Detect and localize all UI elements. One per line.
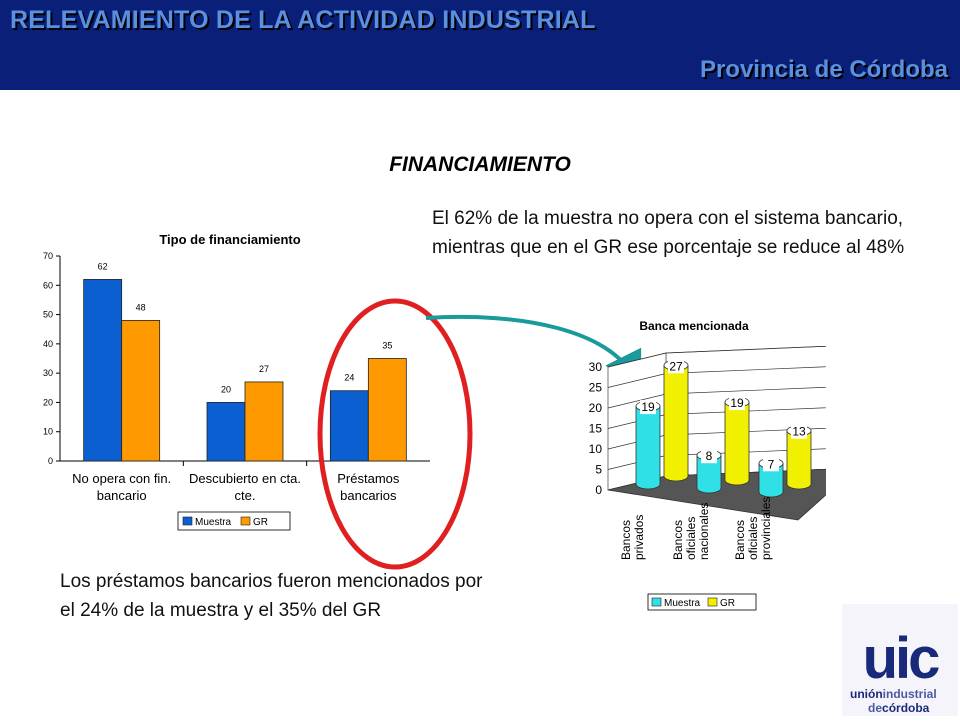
chart2-legend: Muestra GR (647, 593, 757, 611)
chart2-legend-box (647, 593, 757, 611)
logo-line1: uniónindustrial (850, 687, 937, 701)
chart1-bar-gr (121, 320, 161, 462)
logo-line2: decórdoba (868, 701, 930, 715)
chart2-label-bg (701, 449, 717, 464)
chart2-cylinder-gr: 19 (724, 396, 750, 486)
chart2-legend-label: GR (720, 598, 735, 609)
chart2-title: Banca mencionada (639, 319, 749, 333)
header-bar: RELEVAMIENTO DE LA ACTIVIDAD INDUSTRIAL … (0, 0, 960, 90)
chart1-data-label: 48 (136, 302, 146, 312)
page-subtitle: Provincia de Córdoba (699, 56, 948, 83)
chart2-y-tick-label: 0 (595, 483, 602, 497)
chart2-y-tick-label: 30 (589, 360, 603, 374)
chart1-legend-swatch (182, 516, 193, 526)
text-bottom: Los préstamos bancarios fueron mencionad… (60, 571, 483, 621)
chart2-label-bg (729, 396, 745, 411)
chart1-category-label: Descubierto en cta. cte. (189, 471, 301, 503)
chart2-label-bg (640, 400, 656, 415)
chart2-cylinder-body (635, 405, 661, 490)
text-top: El 62% de la muestra no opera con el sis… (432, 208, 905, 258)
chart2-data-label: 8 (706, 449, 713, 463)
chart2-legend-swatch (651, 597, 662, 607)
uic-logo: uic uniónindustrial decórdoba (840, 600, 960, 720)
chart2-category-label: Bancosoficialesnacionales (671, 503, 711, 560)
chart2-y-tick-label: 20 (589, 401, 603, 415)
uic-logo-mark: uic uniónindustrial decórdoba (840, 600, 960, 720)
chart1-y-tick-label: 0 (48, 456, 53, 466)
chart1-data-label: 62 (98, 261, 108, 271)
chart2-data-label: 19 (641, 400, 655, 414)
chart2-cylinder-body (786, 430, 812, 490)
chart2-data-label: 19 (730, 396, 744, 410)
chart2-cylinder-body (724, 401, 750, 486)
chart1-y-tick-label: 20 (43, 397, 53, 407)
chart1-y-tick-label: 60 (43, 280, 53, 290)
chart2-y-tick-label: 15 (589, 422, 603, 436)
chart2-cylinder-muestra: 8 (696, 449, 722, 494)
chart2-cylinder-gr: 13 (786, 424, 812, 490)
chart1-y-tick-label: 30 (43, 368, 53, 378)
chart1-data-label: 20 (221, 384, 231, 394)
chart2-data-label: 7 (768, 457, 775, 471)
chart1-y-tick-label: 10 (43, 427, 53, 437)
chart1-bar-muestra (83, 279, 123, 462)
chart2-cylinder-gr: 27 (663, 359, 689, 482)
chart2-y-tick-label: 25 (589, 381, 603, 395)
chart2-category-label: Bancosoficialesprovinciales (733, 497, 773, 560)
chart1-title: Tipo de financiamiento (159, 232, 300, 247)
chart1-legend-swatch (240, 516, 251, 526)
chart1-data-label: 24 (344, 373, 354, 383)
chart2-legend-label: Muestra (664, 598, 701, 609)
chart2-y-tick-label: 5 (595, 463, 602, 477)
chart-banca-mencionada: Banca mencionada 0 5 10 15 20 25 30 19 27 8 19 7 13 Ba… (589, 319, 826, 611)
chart1-legend-box (177, 511, 291, 531)
chart2-y-tick-label: 10 (589, 442, 603, 456)
chart1-bar-gr (244, 381, 284, 462)
chart1-data-label: 35 (382, 341, 392, 351)
chart2-cylinder-body (758, 462, 784, 498)
chart2-cylinder-muestra: 19 (635, 400, 661, 490)
chart2-data-label: 13 (792, 425, 806, 439)
section-title: FINANCIAMIENTO (389, 153, 571, 176)
chart1-legend-label: Muestra (195, 517, 232, 528)
page-title: RELEVAMIENTO DE LA ACTIVIDAD INDUSTRIAL (10, 6, 596, 34)
chart2-category-label: Bancosprivados (619, 515, 646, 560)
chart2-cylinder-body (663, 364, 689, 482)
chart1-legend: Muestra GR (177, 511, 291, 531)
chart1-y-tick-label: 40 (43, 339, 53, 349)
chart2-cylinder-body (696, 454, 722, 494)
chart2-label-bg (763, 457, 779, 472)
chart2-data-label: 27 (669, 359, 683, 373)
chart1-legend-label: GR (253, 517, 268, 528)
chart2-label-bg (668, 359, 684, 374)
chart2-gridline (607, 345, 826, 368)
chart1-bar-muestra (206, 402, 246, 462)
chart2-legend-swatch (707, 597, 718, 607)
chart-tipo-financiamiento: Tipo de financiamiento 0 10 20 30 40 50 60 70 62 4… (43, 232, 430, 531)
chart1-y-tick-label: 50 (43, 310, 53, 320)
chart2-cylinder-muestra: 7 (758, 457, 784, 498)
chart2-label-bg (791, 424, 807, 439)
chart1-category-label: Préstamos bancarios (337, 471, 400, 503)
chart1-bar-gr (367, 358, 407, 462)
chart1-y-tick-label: 70 (43, 251, 53, 261)
uic-logo-letters: uic (863, 626, 940, 691)
chart1-category-label: No opera con fin. bancario (72, 471, 171, 503)
chart1-data-label: 27 (259, 364, 269, 374)
chart1-bar-muestra (329, 390, 369, 462)
